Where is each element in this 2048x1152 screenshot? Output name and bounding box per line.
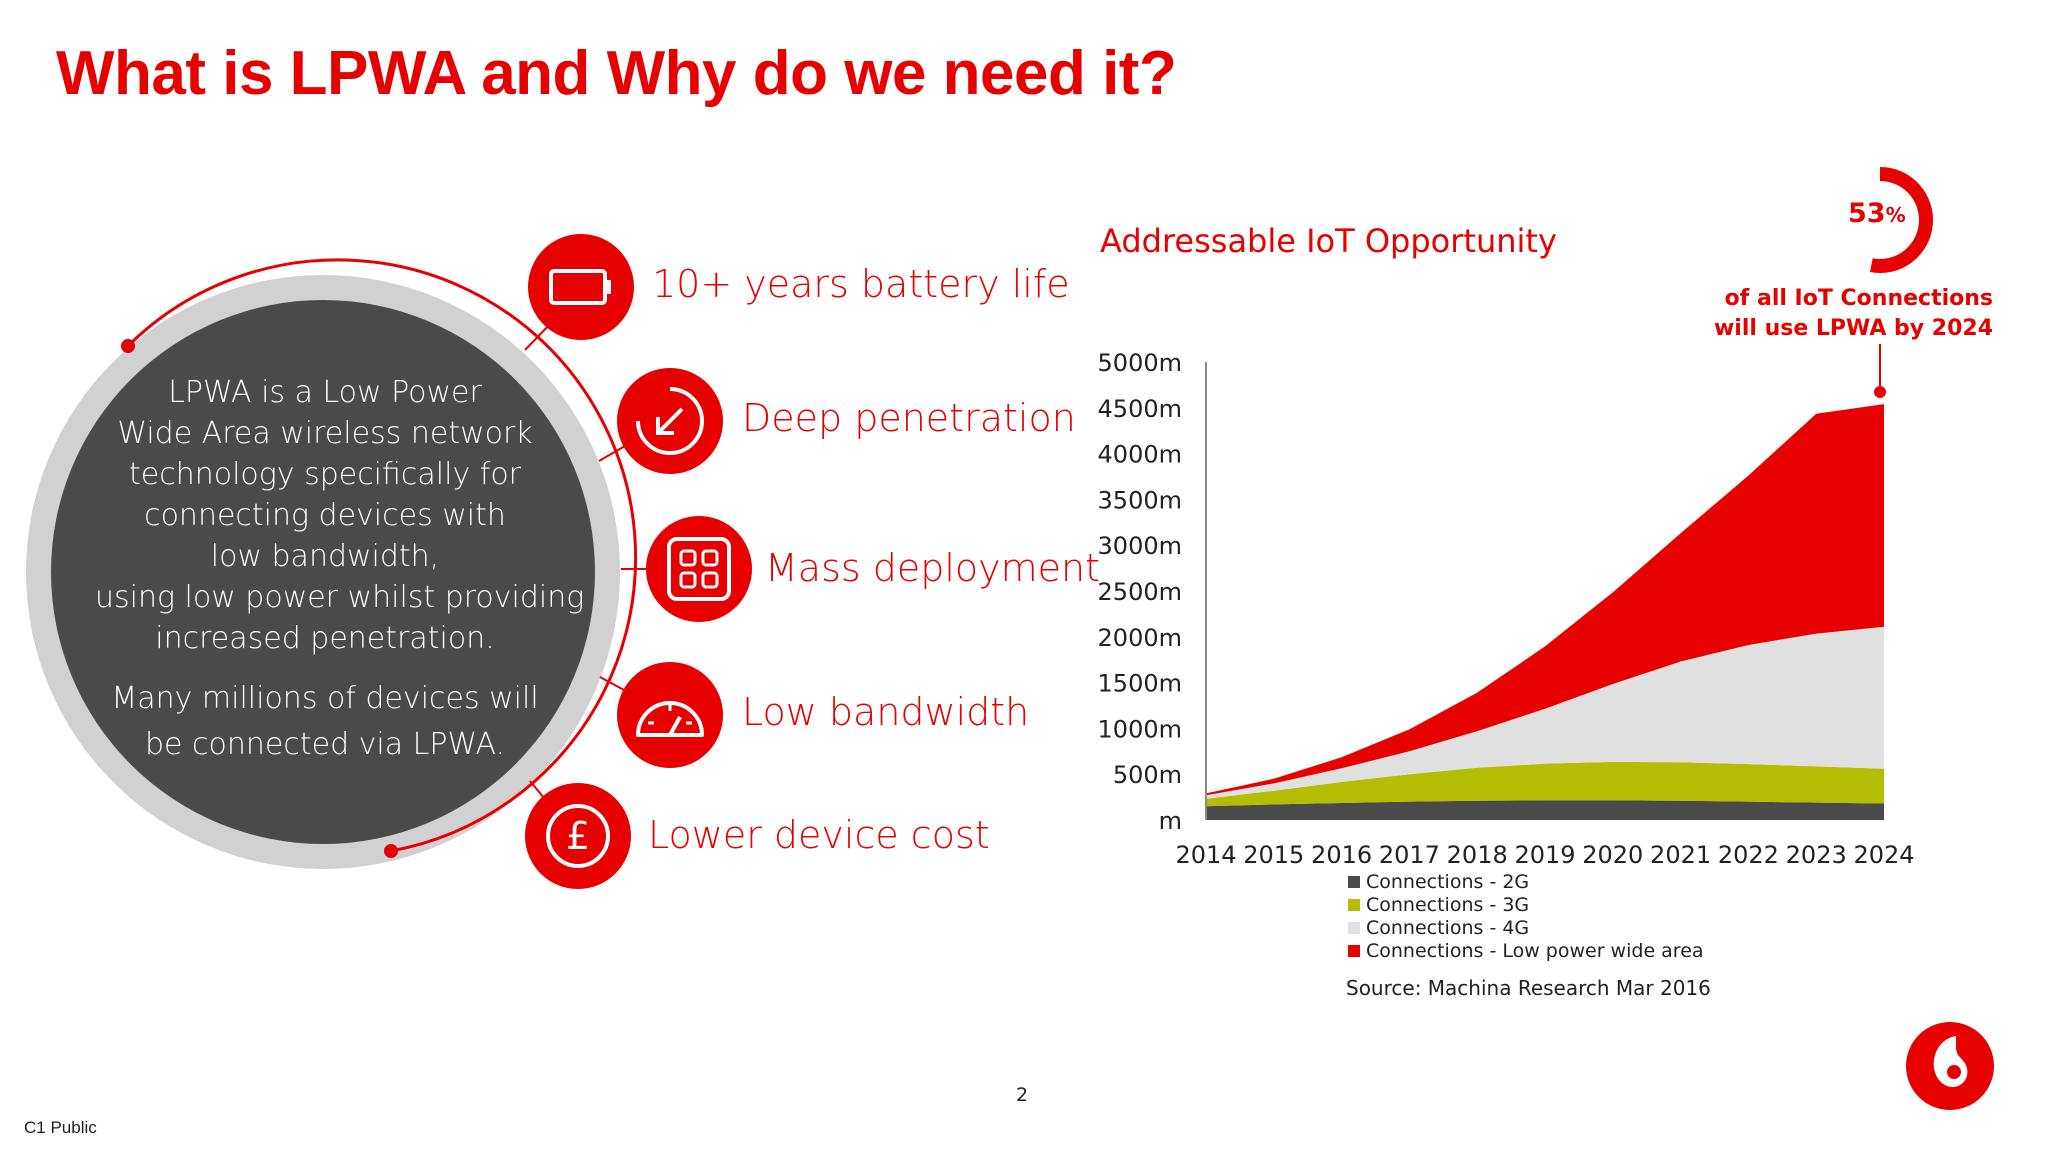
x-tick-label: 2021 (1650, 841, 1711, 869)
brand-logo (1906, 1022, 1994, 1110)
callout-line: of all IoT Connections (1724, 286, 1993, 311)
x-tick-label: 2020 (1582, 841, 1643, 869)
y-tick-label: m (1159, 807, 1182, 835)
feature-label-cost: Lower device cost (648, 813, 990, 857)
legend-label: Connections - 3G (1366, 893, 1530, 916)
y-tick-label: 4500m (1098, 395, 1182, 423)
battery-icon (549, 269, 611, 305)
percent-ring (1870, 167, 1933, 273)
connector-dot-bottom (384, 844, 398, 858)
x-tick-label: 2018 (1447, 841, 1508, 869)
page-number: 2 (1016, 1084, 1029, 1106)
legend-label: Connections - 4G (1366, 916, 1530, 939)
grid-icon (667, 537, 731, 601)
chart-title: Addressable IoT Opportunity (1100, 222, 1557, 260)
feature-deployment (646, 516, 752, 622)
connector-dot-top (121, 339, 135, 353)
svg-text:£: £ (566, 814, 590, 858)
x-tick-label: 2023 (1786, 841, 1847, 869)
hub-line: Wide Area wireless network (117, 416, 533, 451)
y-tick-label: 5000m (1098, 349, 1182, 377)
legend-swatch-2g (1348, 875, 1360, 888)
area-series-3 (1206, 626, 1884, 799)
x-tick-label: 2016 (1311, 841, 1372, 869)
chart-source: Source: Machina Research Mar 2016 (1346, 976, 1711, 1000)
hub-line: Many millions of devices will (111, 681, 539, 716)
spoke-penetration (598, 445, 626, 462)
hub-description: LPWA is a Low Power Wide Area wireless n… (95, 372, 585, 659)
feature-cost: £ (525, 783, 631, 889)
legend-item: Connections - 2G (1348, 870, 1704, 893)
feature-bandwidth (617, 662, 723, 768)
legend-item: Connections - Low power wide area (1348, 939, 1704, 962)
hub-line: LPWA is a Low Power (168, 375, 482, 410)
callout-percent-number: 53 (1848, 198, 1886, 229)
y-tick-label: 1500m (1098, 670, 1182, 698)
x-tick-label: 2022 (1718, 841, 1779, 869)
feature-label-bandwidth: Low bandwidth (742, 690, 1030, 734)
x-tick-label: 2014 (1175, 841, 1236, 869)
legend-item: Connections - 4G (1348, 916, 1704, 939)
hub-line: technology specifically for (128, 457, 522, 492)
legend-item: Connections - 3G (1348, 893, 1704, 916)
callout-percent: 53% (1848, 198, 1906, 229)
spoke-bandwidth (599, 676, 625, 691)
callout-text: of all IoT Connections will use LPWA by … (1673, 284, 1993, 344)
hub-line: low bandwidth, (210, 539, 440, 574)
hub-line: connecting devices with (144, 498, 506, 533)
area-series-1 (1206, 800, 1884, 820)
hub-circle (51, 300, 595, 844)
legend-swatch-3g (1348, 898, 1360, 911)
hub-line: be connected via LPWA. (144, 727, 506, 762)
slide-title: What is LPWA and Why do we need it? (56, 39, 1177, 108)
y-tick-label: 3500m (1098, 486, 1182, 514)
y-tick-label: 2000m (1098, 624, 1182, 652)
legend-swatch-4g (1348, 921, 1360, 934)
classification-label: C1 Public (24, 1118, 97, 1137)
x-tick-label: 2017 (1379, 841, 1440, 869)
y-tick-label: 2500m (1098, 578, 1182, 606)
feature-label-deployment: Mass deployment (765, 546, 1101, 590)
area-series-4 (1206, 404, 1884, 796)
legend-label: Connections - 2G (1366, 870, 1530, 893)
y-tick-label: 1000m (1098, 715, 1182, 743)
x-tick-label: 2024 (1853, 841, 1914, 869)
arrow-down-left-icon (636, 387, 704, 455)
feature-label-battery: 10+ years battery life (652, 262, 1070, 306)
gauge-icon (636, 701, 704, 737)
callout-line: will use LPWA by 2024 (1713, 316, 1993, 341)
y-tick-label: 4000m (1098, 441, 1182, 469)
feature-label-penetration: Deep penetration (742, 396, 1076, 440)
hub-line: increased penetration. (155, 621, 495, 656)
callout-pointer (1874, 344, 1886, 398)
x-tick-label: 2019 (1514, 841, 1575, 869)
chart-legend: Connections - 2G Connections - 3G Connec… (1348, 870, 1704, 962)
legend-swatch-lpwa (1348, 944, 1360, 957)
x-tick-label: 2015 (1243, 841, 1304, 869)
connector-arc (126, 258, 638, 853)
y-tick-label: 3000m (1098, 532, 1182, 560)
pound-icon: £ (546, 804, 610, 868)
y-tick-label: 500m (1113, 761, 1182, 789)
hub-description-2: Many millions of devices will be connect… (95, 676, 555, 768)
hub-line: using low power whilst providing (95, 580, 585, 615)
percent-ring-arc (1870, 167, 1933, 273)
feature-penetration (617, 368, 723, 474)
callout-percent-sign: % (1885, 203, 1906, 227)
feature-battery (528, 234, 634, 340)
area-series-2 (1206, 761, 1884, 807)
legend-label: Connections - Low power wide area (1366, 939, 1704, 962)
